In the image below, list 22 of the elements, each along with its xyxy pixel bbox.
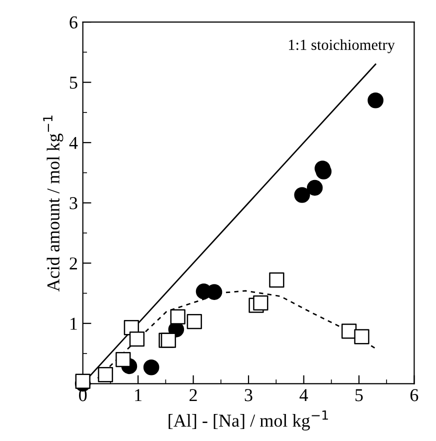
x-tick-label: 4 xyxy=(300,389,308,402)
y-tick-label: 3 xyxy=(70,197,78,210)
point xyxy=(253,295,268,310)
point xyxy=(294,187,310,203)
y-axis-title: Acid amount / mol kg$^{−1}$ xyxy=(43,116,64,292)
annotation: 1:1 stoichiometry xyxy=(288,39,395,54)
y-tick-label: 1 xyxy=(70,318,77,330)
y-tick-label: 6 xyxy=(70,16,78,28)
y-tick-label: 4 xyxy=(69,136,78,149)
point xyxy=(116,352,131,368)
x-axis-title: [Al] - [Na] / mol kg$^{−1}$ xyxy=(168,410,328,430)
x-tick-label: 5 xyxy=(356,389,363,402)
y-tick-label: 5 xyxy=(70,76,78,89)
point xyxy=(143,359,160,376)
y-tick-label: 2 xyxy=(70,257,77,270)
x-tick-label: 3 xyxy=(244,389,252,402)
x-tick-label: 6 xyxy=(410,389,418,402)
point xyxy=(129,332,145,347)
x-tick-label: 2 xyxy=(190,389,197,402)
point xyxy=(306,180,323,196)
point xyxy=(368,92,384,108)
x-tick-label: 1 xyxy=(135,389,142,402)
